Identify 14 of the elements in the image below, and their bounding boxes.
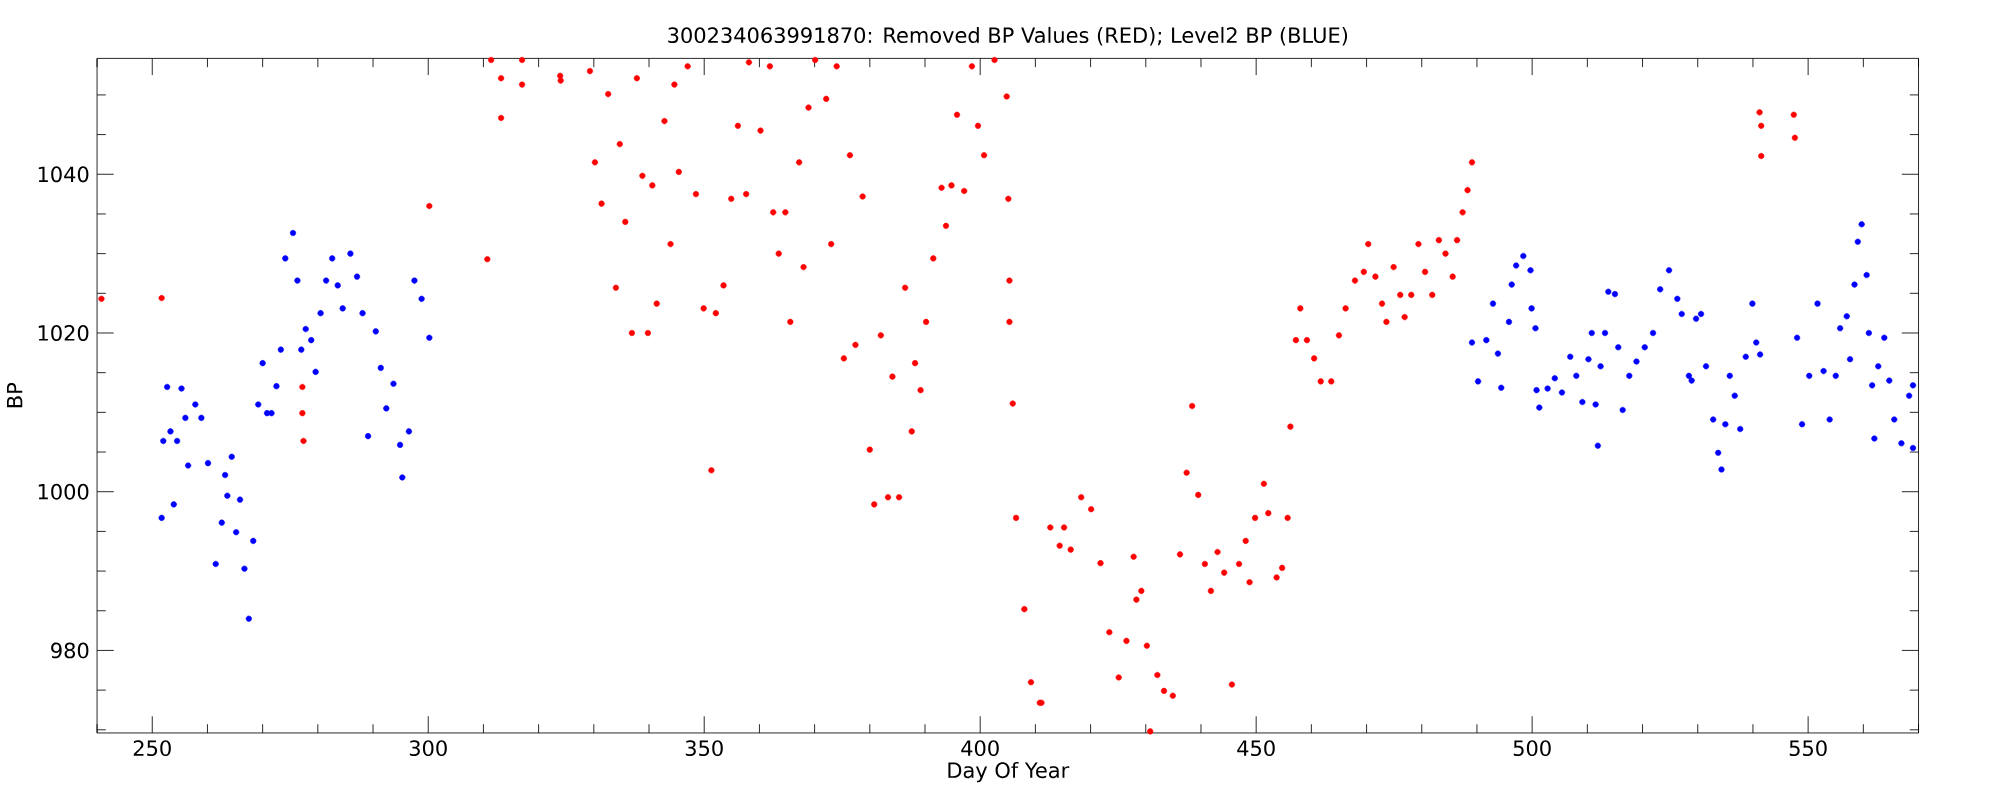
x-tick-label: 450 [1237, 740, 1275, 757]
y-tick-label: 1000 [38, 484, 89, 500]
y-tick-label: 1020 [38, 325, 89, 342]
y-tick-label: 980 [51, 642, 89, 659]
y-tick-label: 1040 [38, 166, 89, 183]
y-axis-title: BP [6, 383, 23, 408]
x-tick-label: 400 [961, 740, 999, 757]
x-tick-label: 350 [685, 740, 723, 757]
chart-title: 300234063991870: Removed BP Values (RED); Level2 BP (BLUE) [668, 27, 1348, 46]
x-axis-title: Day Of Year [948, 762, 1070, 783]
x-tick-label: 550 [1789, 740, 1827, 757]
x-tick-label: 300 [409, 740, 447, 757]
x-tick-label: 250 [133, 740, 171, 757]
x-tick-label: 500 [1513, 740, 1551, 757]
